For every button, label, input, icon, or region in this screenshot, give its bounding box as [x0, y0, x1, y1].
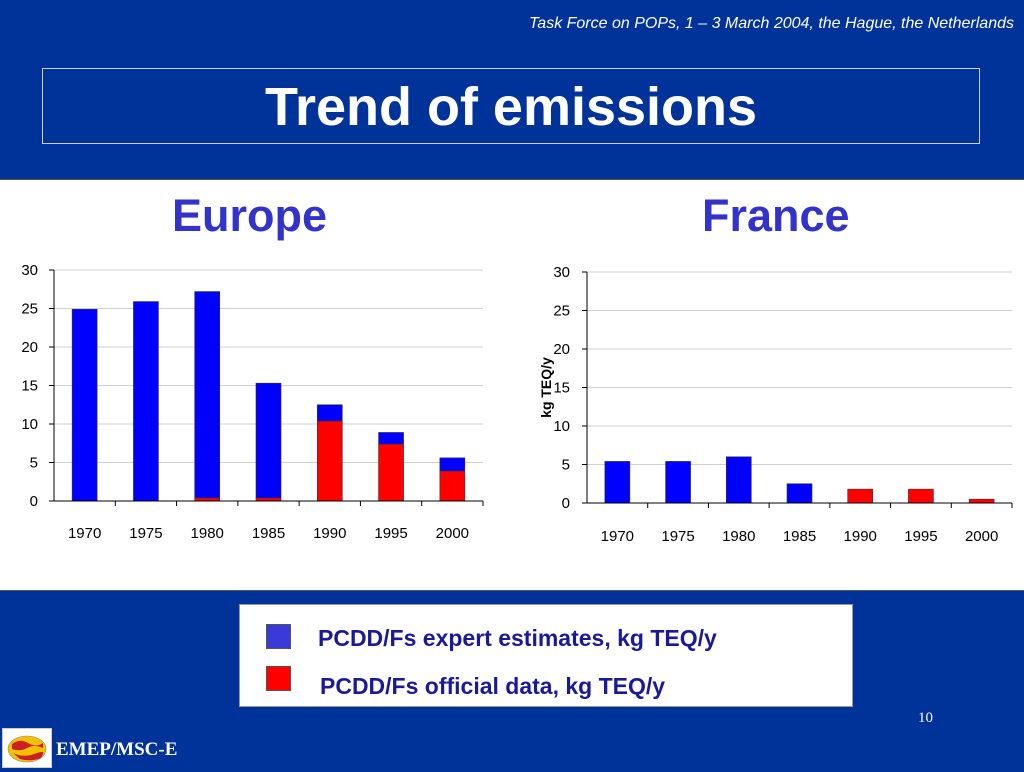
y-tick-label: 20: [21, 339, 38, 356]
charts-panel: Europe France 0 5 10 15 20 25 30 1970 1975 1980 19…: [0, 179, 1024, 591]
bar-official: [968, 498, 995, 504]
x-tick-label: 1990: [313, 525, 346, 542]
conference-note: Task Force on POPs, 1 – 3 March 2004, th…: [528, 15, 1014, 32]
chart-title-france: France: [702, 190, 850, 241]
x-tick-label: 1985: [252, 525, 285, 542]
y-tick-label: 5: [562, 457, 570, 474]
y-tick-label: 10: [553, 418, 570, 435]
bar-expert: [439, 457, 466, 472]
bar-expert: [133, 301, 159, 502]
y-tick-label: 15: [21, 378, 38, 395]
bar-expert: [604, 461, 631, 504]
bar-official: [908, 488, 934, 504]
legend-label-official: PCDD/Fs official data, kg TEQ/y: [320, 673, 666, 699]
chart-europe: 0 5 10 15 20 25 30 1970 1975 1980 1985 1990 1995 2000: [21, 262, 484, 542]
x-tick-label: 1980: [722, 528, 755, 545]
x-tick-label: 1980: [191, 525, 224, 542]
msc-e-globe-logo: [2, 728, 52, 768]
y-axis-label: kg TEQ/y: [538, 357, 554, 418]
x-tick-label: 2000: [436, 525, 469, 542]
legend: PCDD/Fs expert estimates, kg TEQ/y PCDD/…: [239, 604, 853, 707]
y-tick-label: 5: [30, 455, 38, 472]
y-tick-label: 25: [553, 303, 570, 320]
chart-title-europe: Europe: [172, 190, 328, 241]
bar-expert: [255, 382, 282, 499]
legend-label-expert: PCDD/Fs expert estimates, kg TEQ/y: [318, 625, 717, 651]
footer-label: EMEP/MSC-E: [56, 739, 178, 760]
y-tick-label: 20: [553, 341, 570, 358]
x-tick-label: 1975: [661, 528, 694, 545]
chart-france: 0 5 10 15 20 25 30 1970 1975 1980 1985 1990 1995 2000…: [538, 264, 1013, 545]
y-tick-label: 25: [21, 301, 38, 318]
x-tick-label: 1995: [904, 528, 937, 545]
bar-official: [847, 488, 874, 504]
y-tick-label: 10: [21, 416, 38, 433]
page-number: 10: [918, 710, 933, 726]
bar-expert: [71, 308, 98, 502]
bar-official: [316, 420, 343, 502]
bar-expert: [725, 456, 752, 504]
x-tick-label: 1990: [844, 528, 877, 545]
legend-swatch-expert: [266, 624, 291, 649]
y-tick-label: 30: [553, 264, 570, 281]
x-tick-label: 1975: [129, 525, 162, 542]
x-tick-label: 1970: [68, 525, 101, 542]
y-tick-label: 0: [30, 493, 38, 510]
bar-expert: [194, 291, 221, 499]
bar-expert: [665, 461, 691, 504]
bar-official: [378, 443, 404, 502]
y-tick-label: 15: [553, 380, 570, 397]
slide-title: Trend of emissions: [42, 68, 980, 144]
x-tick-label: 1970: [601, 528, 634, 545]
y-tick-label: 30: [21, 262, 38, 279]
x-tick-label: 1995: [374, 525, 407, 542]
x-tick-label: 1985: [783, 528, 816, 545]
bar-expert: [378, 432, 404, 445]
bar-expert: [316, 404, 343, 422]
y-tick-label: 0: [562, 495, 570, 512]
bar-official: [439, 470, 466, 502]
legend-swatch-official: [266, 666, 291, 691]
bar-expert: [786, 483, 813, 504]
x-tick-label: 2000: [965, 528, 998, 545]
